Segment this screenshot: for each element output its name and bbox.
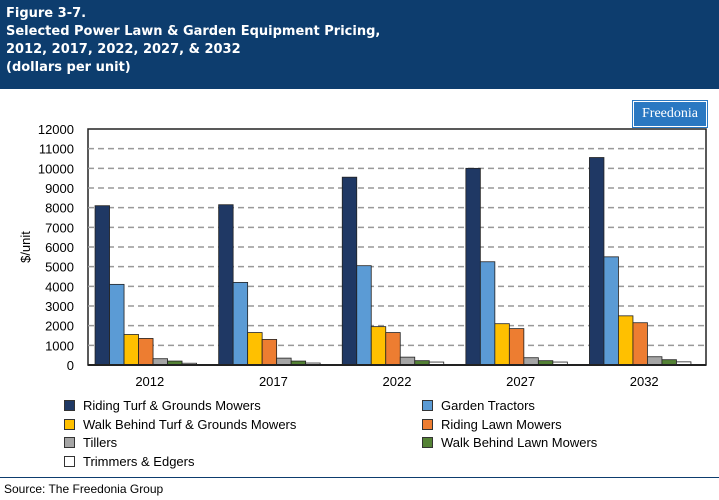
legend-label: Trimmers & Edgers <box>83 453 195 469</box>
y-tick-label: 5000 <box>45 260 74 275</box>
bar <box>385 332 401 366</box>
x-tick-label: 2012 <box>135 374 164 389</box>
bar <box>276 357 292 366</box>
bar <box>94 205 110 366</box>
bar <box>261 339 278 366</box>
y-tick-label: 4000 <box>45 279 74 294</box>
legend-item: Garden Tractors <box>422 398 535 413</box>
legend-label: Riding Lawn Mowers <box>441 416 562 432</box>
legend-swatch <box>64 437 75 448</box>
freedonia-logo: Freedonia <box>632 100 708 128</box>
y-tick-label: 3000 <box>45 299 74 314</box>
y-tick-label: 9000 <box>45 181 74 196</box>
x-tick-label: 2017 <box>259 374 288 389</box>
bar <box>138 338 154 366</box>
bar <box>589 157 605 366</box>
legend-swatch <box>422 418 433 430</box>
legend-label: Riding Turf & Grounds Mowers <box>83 398 261 413</box>
bar <box>370 326 387 366</box>
legend-label: Walk Behind Lawn Mowers <box>441 435 598 450</box>
bar <box>356 265 372 366</box>
bar <box>247 332 263 366</box>
x-tick-label: 2027 <box>506 374 535 389</box>
bar <box>618 315 634 366</box>
bar-chart: 0 1000 2000 3000 4000 5000 6000 7000 8000 9000 100… <box>18 122 707 389</box>
y-tick-label: 7000 <box>45 220 74 235</box>
y-axis-label: $/unit <box>18 231 33 263</box>
bar <box>218 204 234 366</box>
bar <box>647 356 663 366</box>
legend-item: Riding Turf & Grounds Mowers <box>64 398 261 413</box>
y-tick-label: 1000 <box>45 338 74 353</box>
divider <box>0 477 719 478</box>
figure-number: Figure 3-7. <box>6 6 87 21</box>
bar <box>123 334 139 366</box>
x-tick-label: 2032 <box>630 374 659 389</box>
legend-swatch <box>64 455 75 467</box>
bar <box>632 322 648 366</box>
figure-header: Figure 3-7. Selected Power Lawn & Garden… <box>0 0 719 89</box>
legend-item: Walk Behind Turf & Grounds Mowers <box>64 417 296 432</box>
bar <box>603 256 619 366</box>
y-tick-label: 0 <box>67 358 74 373</box>
x-tick-label: 2022 <box>383 374 412 389</box>
figure-title: Selected Power Lawn & Garden Equipment P… <box>6 24 381 39</box>
bar <box>523 357 539 366</box>
bar <box>508 328 525 366</box>
bar <box>479 261 496 366</box>
legend-swatch <box>422 400 433 411</box>
legend-swatch <box>64 418 75 430</box>
bar <box>109 283 125 366</box>
bar <box>494 323 510 366</box>
source-note: Source: The Freedonia Group <box>4 482 164 496</box>
legend-swatch <box>422 437 433 448</box>
bar <box>465 167 481 366</box>
legend-label: Tillers <box>83 435 118 450</box>
y-tick-label: 12000 <box>38 122 74 137</box>
legend-item: Tillers <box>64 435 117 450</box>
bar <box>341 176 358 366</box>
y-tick-label: 11000 <box>39 142 74 157</box>
legend-item: Walk Behind Lawn Mowers <box>422 435 597 450</box>
y-tick-label: 8000 <box>45 201 74 216</box>
figure-units: (dollars per unit) <box>6 60 131 75</box>
y-tick-label: 2000 <box>45 319 74 334</box>
legend-swatch <box>64 400 75 411</box>
legend-label: Garden Tractors <box>441 398 535 413</box>
bar <box>232 281 249 366</box>
legend-label: Walk Behind Turf & Grounds Mowers <box>83 416 297 432</box>
legend-item: Trimmers & Edgers <box>64 454 194 469</box>
legend-item: Riding Lawn Mowers <box>422 417 562 432</box>
y-tick-label: 6000 <box>45 240 74 255</box>
y-tick-label: 10000 <box>38 161 74 176</box>
bar <box>399 356 416 366</box>
figure-years: 2012, 2017, 2022, 2027, & 2032 <box>6 42 241 57</box>
